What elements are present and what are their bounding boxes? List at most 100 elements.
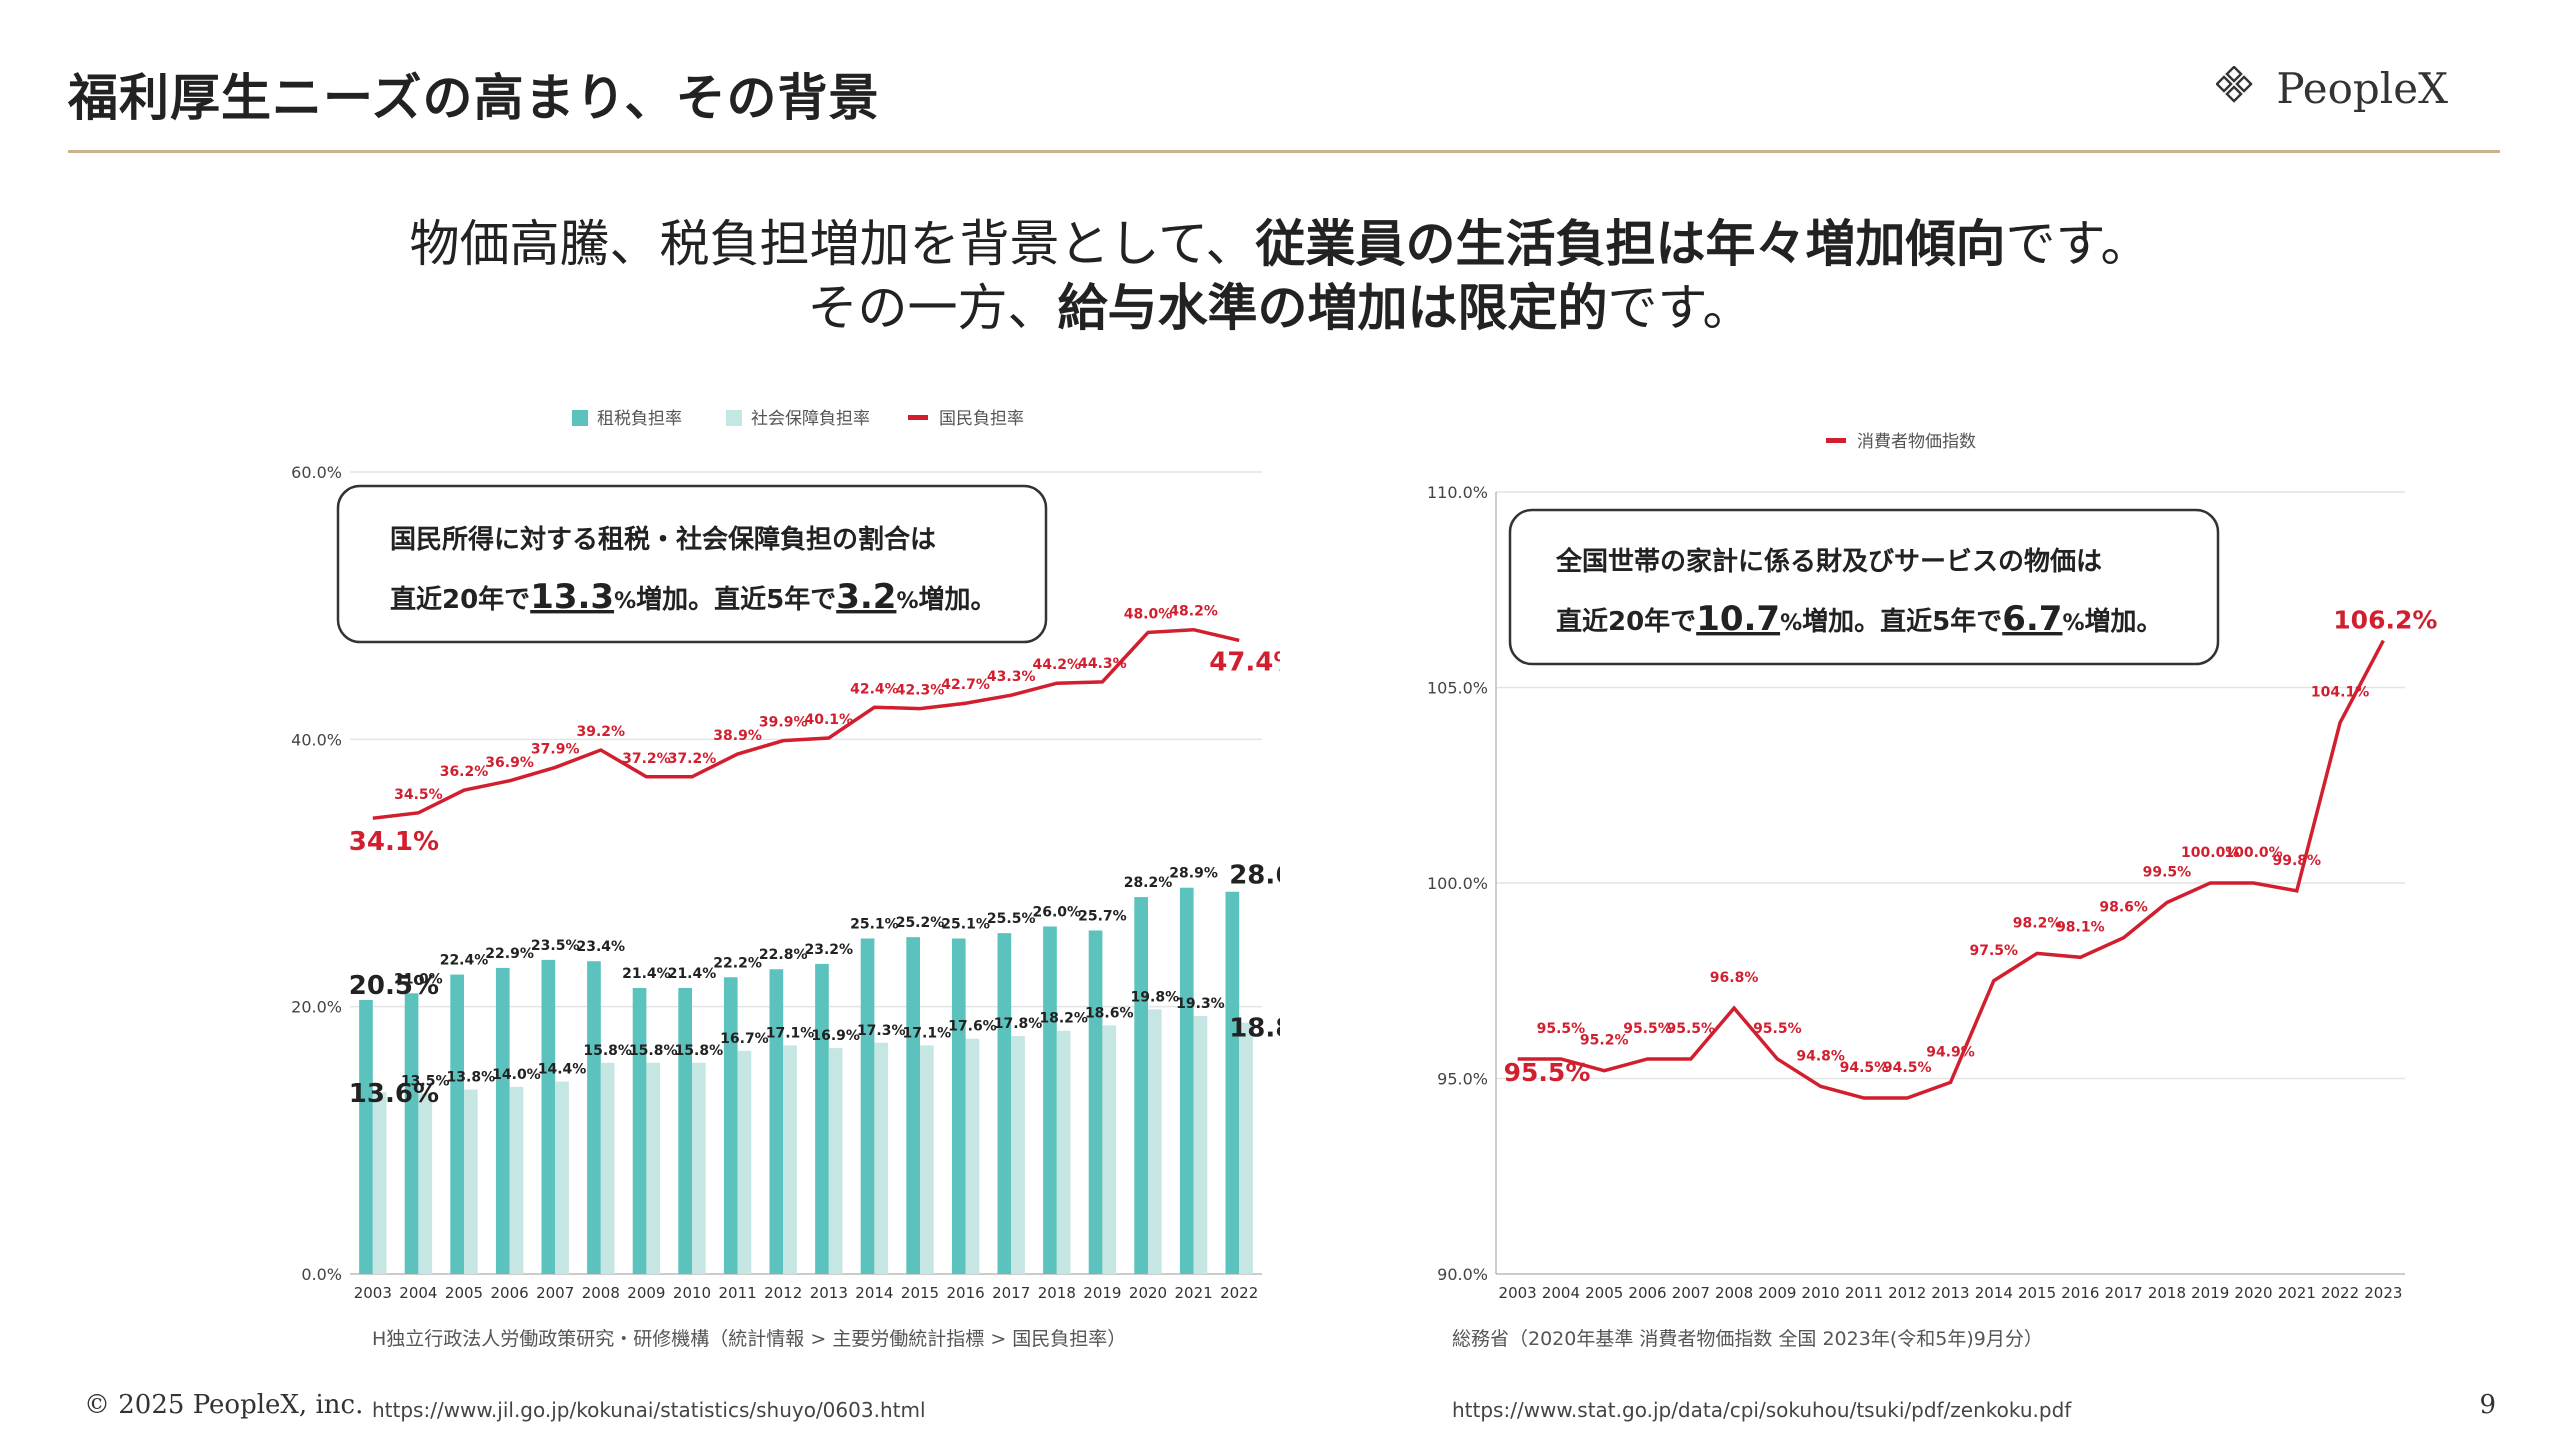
annotation-box: 国民所得に対する租税・社会保障負担の割合は 直近20年で13.3%増加。直近5年…	[336, 484, 1048, 644]
data-label-national: 48.0%	[1124, 606, 1173, 622]
data-label-social: 13.5%	[401, 1074, 450, 1090]
headline-text: です。	[2005, 215, 2151, 273]
data-label-national: 44.3%	[1078, 656, 1127, 672]
bar-social	[1239, 1022, 1253, 1274]
x-tick-label: 2010	[673, 1284, 711, 1302]
data-label-cpi: 98.6%	[2099, 900, 2148, 916]
data-label-cpi: 106.2%	[2333, 606, 2437, 635]
annotation-line-2: 直近20年で13.3%増加。直近5年で3.2%増加。	[390, 577, 997, 617]
legend-swatch-cpi	[1826, 438, 1846, 443]
data-label-social: 17.8%	[994, 1016, 1043, 1032]
data-label-national: 44.2%	[1033, 657, 1082, 673]
data-label-tax: 23.4%	[577, 939, 626, 955]
x-tick-label: 2008	[1715, 1284, 1753, 1302]
x-tick-label: 2005	[445, 1284, 483, 1302]
data-label-social: 19.3%	[1176, 996, 1225, 1012]
y-tick-label: 20.0%	[291, 998, 342, 1017]
x-tick-label: 2017	[992, 1284, 1030, 1302]
data-label-social: 15.8%	[629, 1043, 678, 1059]
bar-tax	[587, 961, 601, 1274]
x-tick-label: 2008	[582, 1284, 620, 1302]
data-label-national: 40.1%	[805, 712, 854, 728]
x-tick-label: 2014	[1975, 1284, 2013, 1302]
data-label-cpi: 95.5%	[1753, 1021, 1802, 1037]
bar-tax	[906, 937, 920, 1274]
bar-social	[600, 1062, 615, 1274]
data-label-national: 43.3%	[987, 669, 1036, 685]
data-label-tax: 26.0%	[1033, 904, 1082, 920]
x-tick-label: 2005	[1585, 1284, 1623, 1302]
left-chart-source: H独立行政法人労働政策研究・研修機構（統計情報 > 主要労働統計指標 > 国民負…	[372, 1328, 1127, 1350]
x-tick-label: 2016	[947, 1284, 985, 1302]
data-label-national: 37.2%	[622, 751, 671, 767]
x-tick-label: 2012	[1888, 1284, 1926, 1302]
data-label-tax: 25.1%	[850, 916, 899, 932]
legend-label-social: 社会保障負担率	[751, 409, 870, 429]
data-label-cpi: 98.2%	[2013, 915, 2062, 931]
bar-social	[737, 1050, 752, 1274]
bar-social	[509, 1086, 524, 1274]
y-tick-label: 40.0%	[291, 730, 342, 749]
data-label-social: 13.6%	[349, 1079, 439, 1109]
x-tick-label: 2009	[1758, 1284, 1796, 1302]
bar-social	[646, 1062, 661, 1274]
y-tick-label: 110.0%	[1427, 483, 1488, 502]
x-tick-label: 2020	[1129, 1284, 1167, 1302]
annotation-text: 増加。	[919, 585, 997, 615]
x-tick-label: 2018	[2148, 1284, 2186, 1302]
x-tick-label: 2009	[627, 1284, 665, 1302]
data-label-national: 42.4%	[850, 681, 899, 697]
x-tick-label: 2003	[354, 1284, 392, 1302]
data-label-social: 14.4%	[538, 1062, 587, 1078]
x-tick-label: 2021	[1175, 1284, 1213, 1302]
headline-emphasis: 従業員の生活負担は年々増加傾向	[1255, 215, 2006, 273]
data-label-national: 37.9%	[531, 741, 580, 757]
data-label-national: 39.9%	[759, 715, 808, 731]
data-label-social: 17.3%	[857, 1023, 906, 1039]
bar-social	[874, 1042, 889, 1274]
header-divider	[68, 150, 2500, 153]
data-label-tax: 23.2%	[805, 942, 854, 958]
data-label-social: 18.8%	[1229, 1014, 1280, 1044]
right-source-url[interactable]: https://www.stat.go.jp/data/cpi/sokuhou/…	[1452, 1398, 2072, 1422]
data-label-national: 36.2%	[440, 764, 489, 780]
y-tick-label: 90.0%	[1437, 1265, 1488, 1284]
data-label-tax: 25.2%	[896, 915, 945, 931]
bar-tax	[678, 987, 692, 1274]
data-label-tax: 21.0%	[394, 971, 443, 987]
bar-social	[555, 1081, 569, 1274]
bar-tax	[359, 999, 373, 1274]
bar-tax	[541, 959, 556, 1274]
bar-social	[1102, 1025, 1117, 1274]
x-tick-label: 2022	[1220, 1284, 1258, 1302]
annotation-text: 増加。直近5年で	[636, 584, 836, 615]
bar-tax	[450, 974, 464, 1274]
bar-tax	[723, 977, 738, 1274]
x-tick-label: 2012	[764, 1284, 802, 1302]
data-label-tax: 25.7%	[1078, 908, 1127, 924]
legend: 消費者物価指数	[1826, 432, 1976, 452]
data-label-social: 19.8%	[1131, 989, 1180, 1005]
data-label-tax: 21.4%	[622, 966, 671, 982]
bar-tax	[1225, 891, 1240, 1274]
data-label-cpi: 96.8%	[1710, 970, 1759, 986]
data-label-social: 17.6%	[948, 1019, 997, 1035]
data-label-tax: 22.4%	[440, 953, 489, 969]
bar-social	[965, 1038, 980, 1274]
x-tick-label: 2023	[2364, 1284, 2402, 1302]
data-label-national: 42.3%	[896, 683, 945, 699]
burden-rate-chart: 租税負担率 社会保障負担率 国民負担率 60.0%40.0%20.0%0.0% …	[291, 409, 1280, 1302]
headline-text: その一方、	[807, 279, 1058, 337]
headline-text: 物価高騰、税負担増加を背景として、	[409, 215, 1256, 273]
headline: 物価高騰、税負担増加を背景として、従業員の生活負担は年々増加傾向です。 その一方…	[0, 212, 2560, 340]
x-tick-label: 2019	[1083, 1284, 1121, 1302]
x-tick-label: 2022	[2321, 1284, 2359, 1302]
data-label-tax: 22.2%	[713, 955, 762, 971]
bar-social	[692, 1062, 706, 1274]
x-tick-label: 2019	[2191, 1284, 2229, 1302]
left-source-url[interactable]: https://www.jil.go.jp/kokunai/statistics…	[372, 1398, 926, 1422]
legend-swatch-national	[908, 415, 928, 420]
data-label-national: 39.2%	[577, 724, 626, 740]
data-label-tax: 21.4%	[668, 966, 717, 982]
bar-tax	[860, 938, 875, 1274]
